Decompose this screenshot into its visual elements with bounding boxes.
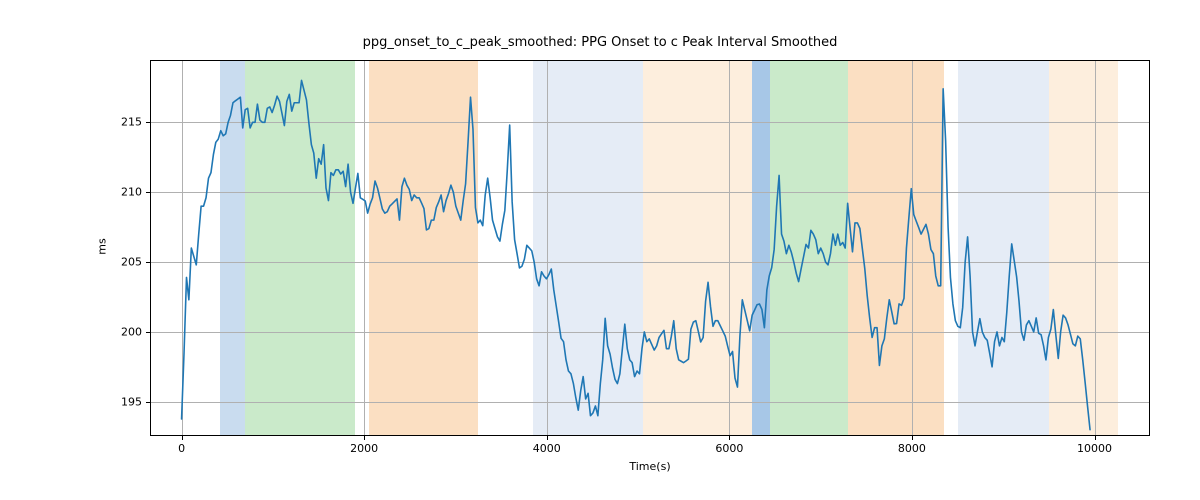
gridline-horizontal [150,122,1150,123]
y-tick-label: 200 [121,325,142,338]
shaded-region [643,60,753,436]
y-tick [146,402,150,403]
shaded-region [220,60,246,436]
y-tick [146,192,150,193]
x-tick [547,436,548,440]
x-tick-label: 2000 [350,442,378,455]
gridline-vertical [182,60,183,436]
gridline-vertical [729,60,730,436]
gridline-horizontal [150,402,1150,403]
shaded-region [533,60,643,436]
y-tick-label: 195 [121,395,142,408]
shaded-region [245,60,355,436]
x-tick [182,436,183,440]
y-tick-label: 205 [121,256,142,269]
shaded-region [1049,60,1119,436]
x-tick-label: 4000 [533,442,561,455]
shaded-region [958,60,1049,436]
figure: ppg_onset_to_c_peak_smoothed: PPG Onset … [0,0,1200,500]
x-tick [364,436,365,440]
shaded-region [752,60,770,436]
chart-title: ppg_onset_to_c_peak_smoothed: PPG Onset … [0,35,1200,50]
x-tick-label: 6000 [715,442,743,455]
y-tick-label: 215 [121,116,142,129]
plot-area: 0200040006000800010000 195200205210215 [150,60,1150,436]
x-tick [729,436,730,440]
gridline-vertical [364,60,365,436]
shaded-region [369,60,479,436]
x-tick [912,436,913,440]
gridline-horizontal [150,262,1150,263]
x-axis-label: Time(s) [150,460,1150,473]
y-tick [146,262,150,263]
x-tick-label: 0 [178,442,185,455]
shaded-region [770,60,848,436]
x-tick [1095,436,1096,440]
gridline-vertical [1095,60,1096,436]
y-tick [146,122,150,123]
gridline-horizontal [150,332,1150,333]
x-tick-label: 10000 [1077,442,1112,455]
gridline-horizontal [150,192,1150,193]
y-axis-label: ms [96,238,109,254]
x-tick-label: 8000 [898,442,926,455]
gridline-vertical [547,60,548,436]
gridline-vertical [912,60,913,436]
y-tick [146,332,150,333]
shaded-region [848,60,944,436]
y-tick-label: 210 [121,186,142,199]
